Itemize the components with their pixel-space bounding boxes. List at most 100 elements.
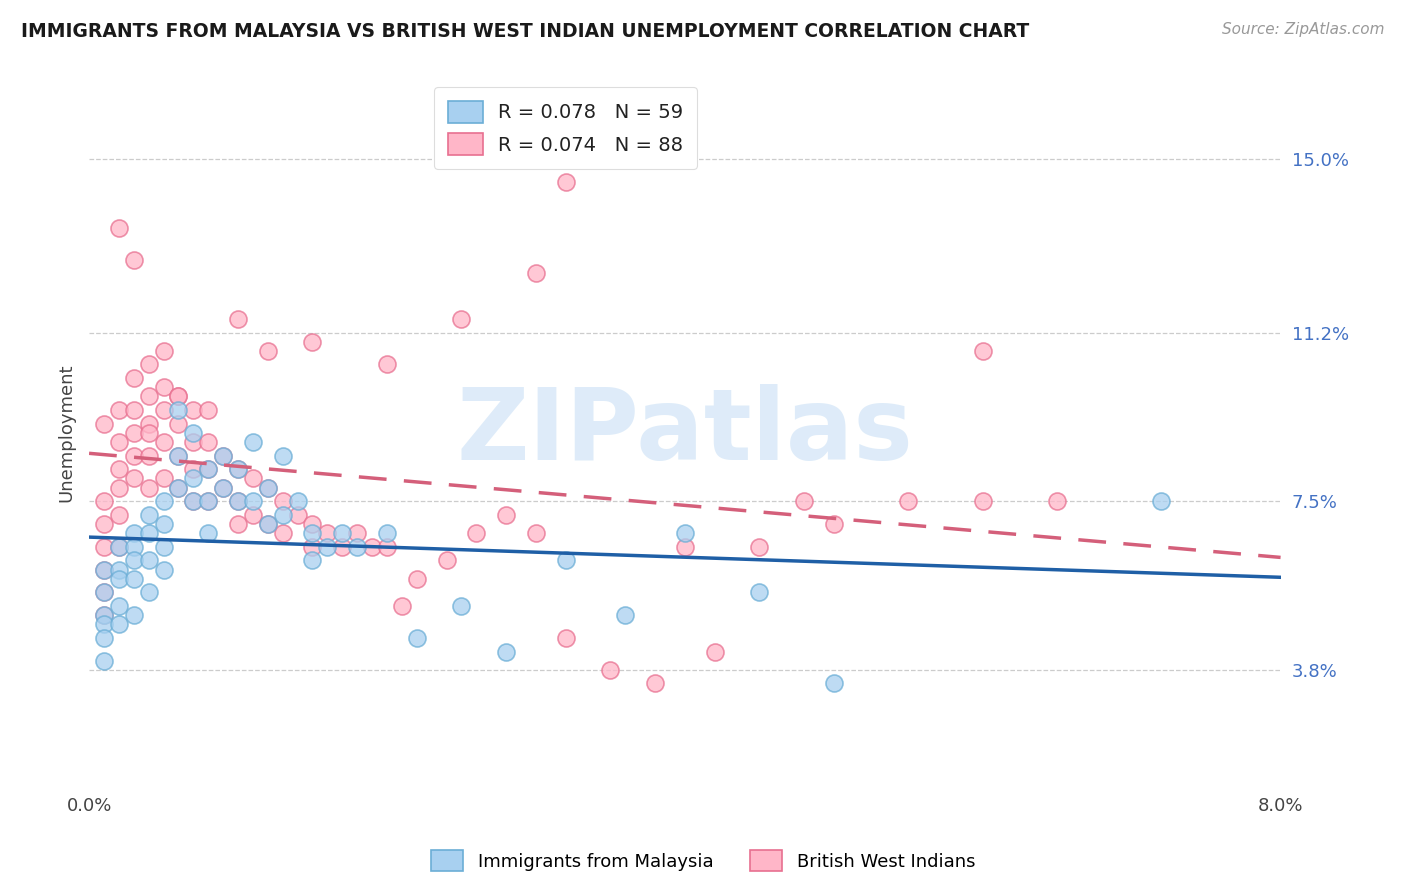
Point <box>152 403 174 417</box>
Point <box>226 462 249 476</box>
Point <box>122 540 145 554</box>
Point <box>108 462 131 476</box>
Point <box>197 462 219 476</box>
Point <box>301 526 323 541</box>
Legend: R = 0.078   N = 59, R = 0.074   N = 88: R = 0.078 N = 59, R = 0.074 N = 88 <box>434 87 697 169</box>
Point <box>152 380 174 394</box>
Point <box>197 494 219 508</box>
Point <box>301 334 323 349</box>
Point <box>495 508 517 522</box>
Point <box>138 358 160 372</box>
Point <box>108 540 131 554</box>
Point <box>122 371 145 385</box>
Point <box>108 572 131 586</box>
Point <box>361 540 384 554</box>
Point <box>122 553 145 567</box>
Text: ZIPatlas: ZIPatlas <box>457 384 914 482</box>
Point <box>375 358 398 372</box>
Point <box>93 417 115 431</box>
Point <box>167 389 190 403</box>
Point <box>93 654 115 668</box>
Point <box>793 494 815 508</box>
Point <box>108 562 131 576</box>
Point <box>138 585 160 599</box>
Point <box>554 553 576 567</box>
Point <box>1150 494 1173 508</box>
Point <box>197 526 219 541</box>
Point <box>93 494 115 508</box>
Point <box>316 540 339 554</box>
Point <box>152 343 174 358</box>
Point <box>152 434 174 449</box>
Point <box>554 631 576 645</box>
Point <box>271 494 294 508</box>
Point <box>375 540 398 554</box>
Point <box>197 403 219 417</box>
Point <box>167 389 190 403</box>
Point <box>554 175 576 189</box>
Point <box>122 403 145 417</box>
Point <box>823 516 845 531</box>
Text: IMMIGRANTS FROM MALAYSIA VS BRITISH WEST INDIAN UNEMPLOYMENT CORRELATION CHART: IMMIGRANTS FROM MALAYSIA VS BRITISH WEST… <box>21 22 1029 41</box>
Point <box>138 508 160 522</box>
Point <box>256 481 278 495</box>
Point <box>93 562 115 576</box>
Point <box>330 540 353 554</box>
Point <box>93 585 115 599</box>
Point <box>524 266 547 280</box>
Point <box>301 553 323 567</box>
Legend: Immigrants from Malaysia, British West Indians: Immigrants from Malaysia, British West I… <box>423 843 983 879</box>
Point <box>405 572 427 586</box>
Point <box>197 462 219 476</box>
Point <box>93 608 115 623</box>
Point <box>93 562 115 576</box>
Point <box>93 540 115 554</box>
Point <box>614 608 637 623</box>
Point <box>108 617 131 632</box>
Point <box>138 417 160 431</box>
Point <box>465 526 488 541</box>
Point <box>673 526 696 541</box>
Point <box>226 494 249 508</box>
Point <box>183 434 205 449</box>
Point <box>495 644 517 658</box>
Point <box>391 599 413 613</box>
Point <box>256 481 278 495</box>
Point <box>287 508 309 522</box>
Point <box>375 526 398 541</box>
Point <box>197 494 219 508</box>
Point <box>122 449 145 463</box>
Point <box>108 599 131 613</box>
Point <box>108 434 131 449</box>
Point <box>823 676 845 690</box>
Point <box>212 449 235 463</box>
Point <box>226 494 249 508</box>
Point <box>972 343 994 358</box>
Point <box>167 403 190 417</box>
Point <box>152 516 174 531</box>
Point <box>138 526 160 541</box>
Point <box>450 599 472 613</box>
Point <box>93 617 115 632</box>
Point <box>183 403 205 417</box>
Y-axis label: Unemployment: Unemployment <box>58 364 75 502</box>
Point <box>346 526 368 541</box>
Point <box>108 220 131 235</box>
Point <box>183 494 205 508</box>
Point <box>256 516 278 531</box>
Point <box>271 526 294 541</box>
Point <box>183 462 205 476</box>
Point <box>287 494 309 508</box>
Point <box>122 608 145 623</box>
Point <box>748 585 770 599</box>
Point <box>256 516 278 531</box>
Point <box>152 540 174 554</box>
Point <box>405 631 427 645</box>
Point <box>212 449 235 463</box>
Point <box>183 494 205 508</box>
Point <box>167 449 190 463</box>
Point <box>138 553 160 567</box>
Point <box>122 252 145 267</box>
Point <box>152 471 174 485</box>
Point <box>167 417 190 431</box>
